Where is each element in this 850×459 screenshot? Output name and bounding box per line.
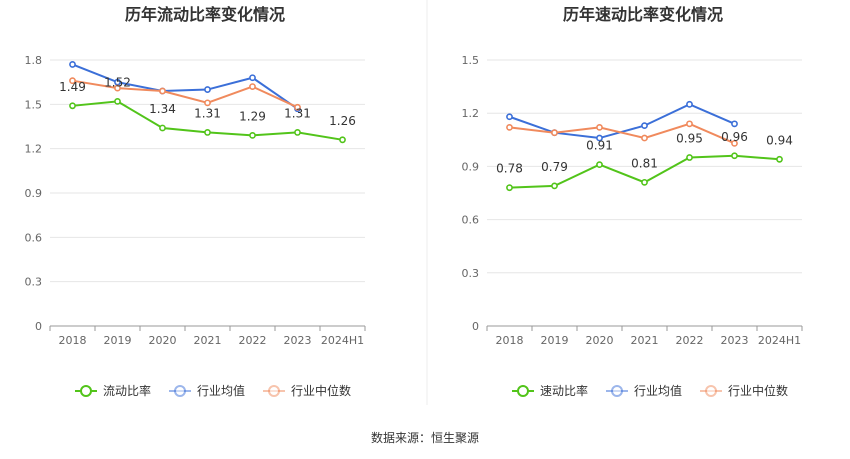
legend-label[interactable]: 行业中位数 (728, 383, 788, 398)
y-tick-label: 0.6 (462, 214, 480, 227)
y-tick-label: 0 (472, 320, 479, 333)
data-point (69, 77, 76, 85)
legend-label[interactable]: 行业均值 (634, 383, 682, 398)
series-line (72, 63, 299, 110)
data-label: 1.31 (194, 106, 221, 120)
y-tick-label: 0.9 (462, 160, 480, 173)
data-point (69, 61, 76, 68)
legend-label[interactable]: 行业中位数 (291, 383, 351, 398)
legend-label[interactable]: 流动比率 (103, 383, 151, 398)
data-point (69, 102, 76, 110)
legend-label[interactable]: 行业均值 (197, 383, 245, 398)
data-point (731, 152, 738, 160)
data-point (339, 136, 346, 144)
data-point (506, 123, 513, 131)
data-point (641, 122, 648, 130)
data-label: 0.95 (676, 132, 703, 146)
data-point (114, 84, 121, 92)
data-label: 1.26 (329, 114, 356, 128)
data-point (686, 100, 693, 108)
legend-marker[interactable] (705, 385, 717, 397)
data-label: 1.49 (59, 80, 86, 94)
data-point (159, 124, 166, 132)
legend-label[interactable]: 速动比率 (540, 383, 588, 398)
y-tick-label: 1.2 (462, 107, 480, 120)
current-ratio-chart: 历年流动比率变化情况 0 0.3 0.6 0.9 1.2 1.5 1.8 2018 2019 20… (25, 5, 366, 398)
x-tick-label: 2022 (239, 334, 267, 347)
data-label: 0.91 (586, 139, 613, 153)
y-tick-label: 0 (35, 320, 42, 333)
series-line (72, 79, 298, 109)
y-tick-label: 0.6 (25, 231, 43, 244)
data-point (731, 120, 738, 128)
data-point (731, 139, 738, 147)
x-tick-label: 2024H1 (758, 334, 801, 347)
x-tick-label: 2018 (59, 334, 87, 347)
x-tick-label: 2023 (284, 334, 312, 347)
data-label: 1.34 (149, 102, 176, 116)
legend-marker[interactable] (517, 385, 529, 397)
legend-marker[interactable] (80, 385, 92, 397)
data-point (294, 129, 301, 136)
data-point (686, 120, 693, 128)
data-point (641, 178, 648, 186)
data-label: 0.78 (496, 162, 523, 176)
x-tick-label: 2020 (586, 334, 614, 347)
y-tick-label: 1.8 (25, 54, 43, 67)
y-tick-label: 0.9 (25, 187, 43, 200)
x-tick-label: 2021 (194, 334, 222, 347)
legend-marker[interactable] (611, 385, 623, 397)
data-point (551, 129, 558, 137)
legend-marker[interactable] (174, 385, 186, 397)
y-tick-label: 1.5 (462, 54, 480, 67)
x-tick-label: 2019 (541, 334, 569, 347)
data-point (506, 184, 513, 192)
y-tick-label: 0.3 (462, 267, 480, 280)
legend-marker[interactable] (268, 385, 280, 397)
data-point (159, 87, 166, 95)
series-line (509, 122, 735, 145)
quick-ratio-chart: 历年速动比率变化情况 0 0.3 0.6 0.9 1.2 1.5 2018 2019 2020 2… (462, 5, 803, 398)
data-label: 0.96 (721, 130, 748, 144)
x-tick-label: 2022 (676, 334, 704, 347)
x-tick-label: 2023 (721, 334, 749, 347)
data-point (776, 155, 783, 163)
data-label: 0.79 (541, 160, 568, 174)
data-point (596, 123, 603, 131)
data-point (596, 134, 603, 142)
chart-title: 历年流动比率变化情况 (125, 5, 285, 24)
x-tick-label: 2018 (496, 334, 524, 347)
data-point (204, 129, 211, 136)
chart-title: 历年速动比率变化情况 (563, 5, 723, 24)
data-label: 1.31 (284, 106, 311, 120)
y-tick-label: 1.5 (25, 98, 43, 111)
data-point (249, 131, 256, 139)
data-label: 0.81 (631, 156, 658, 170)
data-point (114, 97, 121, 105)
data-point (551, 182, 558, 190)
data-point (641, 134, 648, 142)
data-point (596, 161, 603, 169)
data-point (686, 154, 693, 161)
data-point (204, 86, 211, 93)
data-point (249, 83, 256, 90)
data-point (294, 103, 301, 111)
data-label: 1.29 (239, 109, 266, 123)
x-tick-label: 2020 (149, 334, 177, 347)
source-note: 数据来源：恒生聚源 (371, 430, 479, 445)
data-label: 0.94 (766, 133, 793, 147)
data-point (249, 74, 256, 82)
data-label: 1.52 (104, 75, 131, 89)
data-point (506, 113, 513, 121)
x-tick-label: 2019 (104, 334, 132, 347)
y-tick-label: 0.3 (25, 276, 43, 289)
x-tick-label: 2024H1 (321, 334, 364, 347)
x-tick-label: 2021 (631, 334, 659, 347)
y-tick-label: 1.2 (25, 143, 43, 156)
data-point (204, 99, 211, 107)
